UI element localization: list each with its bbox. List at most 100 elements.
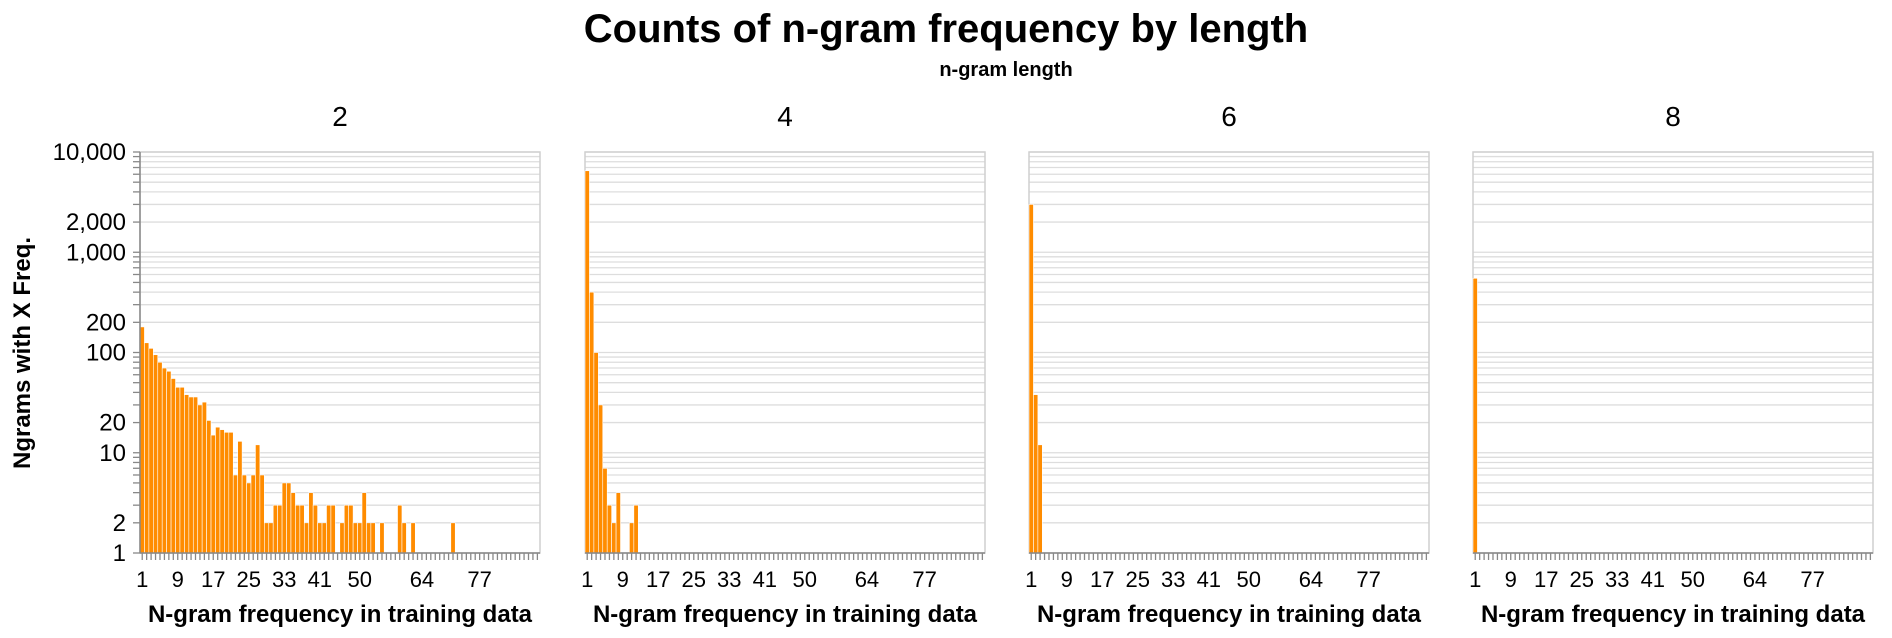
bar xyxy=(286,482,292,554)
x-tick-label: 77 xyxy=(1800,567,1824,592)
facet-label: 4 xyxy=(777,101,793,132)
bar xyxy=(450,522,456,554)
bar xyxy=(348,504,354,554)
bar xyxy=(224,431,230,554)
bar xyxy=(584,170,590,554)
bar xyxy=(352,522,358,554)
x-axis-title: N-gram frequency in training data xyxy=(148,601,533,628)
bar xyxy=(268,522,274,554)
facet-2: 21 9 17 25 33 41 50 64 77N-gram frequency in tra… xyxy=(53,101,541,628)
bar xyxy=(1472,277,1478,554)
bar xyxy=(379,522,385,554)
bar xyxy=(246,482,252,554)
bar xyxy=(232,474,238,554)
bar xyxy=(317,522,323,554)
bar xyxy=(281,482,287,554)
bar xyxy=(1028,204,1034,554)
bar xyxy=(606,504,612,554)
facet-label: 6 xyxy=(1221,101,1237,132)
x-axis-title: N-gram frequency in training data xyxy=(593,601,978,628)
x-tick-label: 33 xyxy=(1605,567,1629,592)
x-tick-label: 41 xyxy=(1197,567,1221,592)
x-tick-label: 17 xyxy=(201,567,225,592)
x-tick-label: 77 xyxy=(912,567,936,592)
bar xyxy=(295,504,301,554)
x-tick-label: 1 xyxy=(1025,567,1037,592)
x-axis-title: N-gram frequency in training data xyxy=(1037,601,1422,628)
bar xyxy=(633,504,639,554)
x-tick-label: 64 xyxy=(1743,567,1767,592)
bar xyxy=(303,522,310,554)
bar xyxy=(192,396,199,554)
facet-8: 8 1 9 17 25 33 41 50 64 77 N-gram frequency in tra… xyxy=(1469,101,1874,628)
bar xyxy=(197,404,203,554)
bar xyxy=(277,504,283,554)
bar xyxy=(228,431,234,554)
chart-title: Counts of n-gram frequency by length xyxy=(584,7,1308,51)
bar xyxy=(299,504,305,554)
x-tick-label: 50 xyxy=(1681,567,1705,592)
bar xyxy=(184,394,190,554)
bar xyxy=(166,370,172,554)
bar xyxy=(598,404,604,554)
bar xyxy=(179,386,185,554)
y-tick-label: 10 xyxy=(99,440,126,467)
bar xyxy=(215,426,221,554)
bar xyxy=(357,522,363,554)
x-tick-label: 50 xyxy=(348,567,372,592)
x-tick-label: 25 xyxy=(1126,567,1150,592)
x-tick-label: 41 xyxy=(308,567,332,592)
column-header: n-gram length xyxy=(939,59,1072,81)
bar xyxy=(157,361,163,554)
bar xyxy=(321,522,327,554)
y-tick-label: 2,000 xyxy=(66,209,126,236)
y-tick-label: 20 xyxy=(99,410,126,437)
x-tick-label: 17 xyxy=(1534,567,1558,592)
x-tick-label: 50 xyxy=(1237,567,1261,592)
bar xyxy=(144,342,150,554)
x-tick-label: 33 xyxy=(717,567,741,592)
bar xyxy=(175,386,181,554)
bar xyxy=(1033,394,1039,554)
bar xyxy=(206,420,212,554)
bar xyxy=(366,522,372,554)
y-axis-title: Ngrams with X Freq. xyxy=(9,237,36,469)
bar xyxy=(312,504,318,554)
bar xyxy=(602,467,608,554)
x-tick-label: 25 xyxy=(237,567,261,592)
x-tick-label: 1 xyxy=(581,567,593,592)
bar xyxy=(589,291,595,554)
x-axis-title: N-gram frequency in training data xyxy=(1481,601,1866,628)
facet-4: 41 9 17 25 33 41 50 64 77N-gram frequency in tra… xyxy=(581,101,986,628)
x-tick-label: 9 xyxy=(1061,567,1073,592)
bar xyxy=(361,492,367,554)
bar xyxy=(264,522,270,554)
y-tick-label: 2 xyxy=(113,510,126,537)
x-tick-label: 17 xyxy=(1090,567,1114,592)
x-tick-label: 9 xyxy=(1505,567,1517,592)
bar xyxy=(397,504,403,554)
y-tick-label: 10,000 xyxy=(53,139,126,166)
bar xyxy=(272,504,278,554)
x-tick-label: 77 xyxy=(1356,567,1380,592)
x-tick-label: 25 xyxy=(682,567,706,592)
facet-label: 2 xyxy=(332,101,348,132)
x-tick-label: 17 xyxy=(646,567,670,592)
bar xyxy=(330,504,336,554)
bar xyxy=(259,474,265,554)
x-tick-label: 9 xyxy=(172,567,184,592)
x-tick-label: 50 xyxy=(793,567,817,592)
x-tick-label: 41 xyxy=(1641,567,1665,592)
x-tick-label: 1 xyxy=(136,567,148,592)
bar xyxy=(148,348,154,554)
x-tick-label: 33 xyxy=(1161,567,1185,592)
bar xyxy=(370,522,376,554)
bar xyxy=(161,367,167,554)
x-tick-label: 1 xyxy=(1469,567,1481,592)
bar xyxy=(237,441,243,554)
x-tick-label: 25 xyxy=(1570,567,1594,592)
bar xyxy=(1037,444,1043,554)
bar xyxy=(210,434,216,554)
bar xyxy=(153,354,159,554)
x-tick-label: 77 xyxy=(467,567,491,592)
